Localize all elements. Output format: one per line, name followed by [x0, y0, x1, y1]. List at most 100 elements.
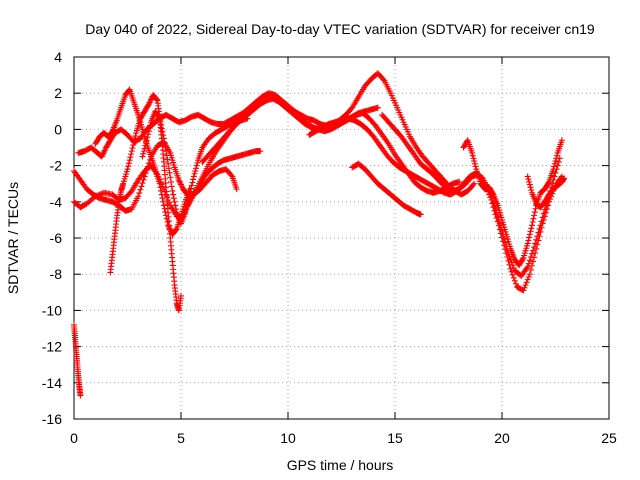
y-axis-label: SDTVAR / TECUs	[5, 182, 21, 294]
data-point-marker	[528, 225, 535, 232]
data-point-marker	[525, 237, 532, 244]
data-point-marker	[471, 180, 478, 187]
data-point-marker	[526, 271, 533, 278]
data-point-marker	[130, 139, 137, 146]
data-point-marker	[138, 183, 145, 190]
data-point-marker	[139, 153, 146, 160]
data-point-marker	[168, 183, 175, 190]
data-point-marker	[494, 218, 501, 225]
data-point-marker	[542, 209, 549, 216]
y-tick-label: -4	[50, 194, 63, 210]
x-tick-label: 0	[70, 430, 78, 446]
data-point-marker	[141, 173, 148, 180]
data-point-marker	[506, 261, 513, 268]
data-point-marker	[159, 128, 166, 135]
data-point-marker	[495, 222, 502, 229]
data-point-marker	[528, 262, 535, 269]
data-point-marker	[169, 187, 176, 194]
data-point-marker	[157, 184, 164, 191]
data-point-marker	[156, 115, 163, 122]
data-point-marker	[492, 211, 499, 218]
data-point-marker	[489, 190, 496, 197]
data-point-marker	[456, 178, 463, 185]
data-point-marker	[125, 163, 132, 170]
data-point-marker	[508, 268, 515, 275]
data-point-marker	[125, 160, 132, 167]
data-point-marker	[536, 233, 543, 240]
data-point-marker	[164, 156, 171, 163]
data-point-marker	[528, 222, 535, 229]
data-point-marker	[156, 180, 163, 187]
data-point-marker	[187, 185, 194, 192]
data-point-marker	[167, 174, 174, 181]
data-point-marker	[142, 142, 149, 149]
data-point-marker	[553, 155, 560, 162]
data-point-marker	[531, 254, 538, 261]
data-point-marker	[191, 170, 198, 177]
data-point-marker	[130, 142, 137, 149]
data-point-marker	[144, 134, 151, 141]
series-arc-13	[460, 137, 565, 269]
series-arc-06	[107, 92, 184, 314]
data-point-marker	[160, 202, 167, 209]
data-point-marker	[538, 224, 545, 231]
data-point-marker	[155, 114, 162, 121]
data-point-marker	[464, 138, 471, 145]
data-point-marker	[534, 241, 541, 248]
data-point-marker	[162, 209, 169, 216]
data-point-marker	[159, 195, 166, 202]
data-point-marker	[522, 282, 529, 289]
data-point-marker	[521, 284, 528, 291]
data-point-marker	[127, 189, 134, 196]
series-arc-01	[71, 321, 84, 399]
data-point-marker	[257, 148, 264, 155]
y-tick-label: -6	[50, 230, 63, 246]
data-point-marker	[189, 179, 196, 186]
data-point-marker	[186, 191, 193, 198]
y-tick-label: -10	[42, 302, 62, 318]
y-tick-label: -8	[50, 266, 63, 282]
data-point-marker	[524, 276, 531, 283]
data-point-marker	[528, 187, 535, 194]
data-point-marker	[545, 202, 552, 209]
chart-title: Day 040 of 2022, Sidereal Day-to-day VTE…	[85, 21, 595, 37]
data-point-marker	[140, 176, 147, 183]
data-point-marker	[160, 132, 167, 139]
series-arc-11	[349, 160, 424, 218]
data-point-marker	[158, 187, 165, 194]
data-point-marker	[140, 150, 147, 157]
data-point-marker	[162, 143, 169, 150]
data-point-marker	[77, 392, 84, 399]
data-point-marker	[165, 165, 172, 172]
data-point-marker	[510, 264, 517, 271]
data-point-marker	[531, 209, 538, 216]
data-point-marker	[108, 129, 115, 136]
data-point-marker	[533, 245, 540, 252]
data-point-marker	[519, 256, 526, 263]
data-point-marker	[469, 149, 476, 156]
axis-ticks: 0 5 10 15 20 25 -16 -14 -12 -10 -8 -6 -4 -2 0 2 4	[42, 49, 617, 446]
data-point-marker	[561, 175, 568, 182]
data-point-marker	[510, 274, 517, 281]
data-point-marker	[126, 157, 133, 164]
data-point-marker	[532, 250, 539, 257]
data-point-marker	[173, 226, 180, 233]
data-point-marker	[143, 166, 150, 173]
data-point-marker	[127, 154, 134, 161]
data-point-marker	[532, 205, 539, 212]
data-point-marker	[525, 176, 532, 183]
data-point-marker	[471, 158, 478, 165]
data-point-marker	[129, 145, 136, 152]
data-point-marker	[165, 160, 172, 167]
data-point-marker	[535, 237, 542, 244]
y-tick-label: -12	[42, 339, 62, 355]
data-point-marker	[380, 76, 387, 83]
y-tick-label: -2	[50, 158, 63, 174]
data-point-marker	[193, 162, 200, 169]
data-point-marker	[527, 228, 534, 235]
data-point-marker	[163, 152, 170, 159]
data-point-marker	[487, 194, 494, 201]
data-point-marker	[551, 173, 558, 180]
data-point-marker	[545, 180, 552, 187]
data-point-marker	[511, 277, 518, 284]
